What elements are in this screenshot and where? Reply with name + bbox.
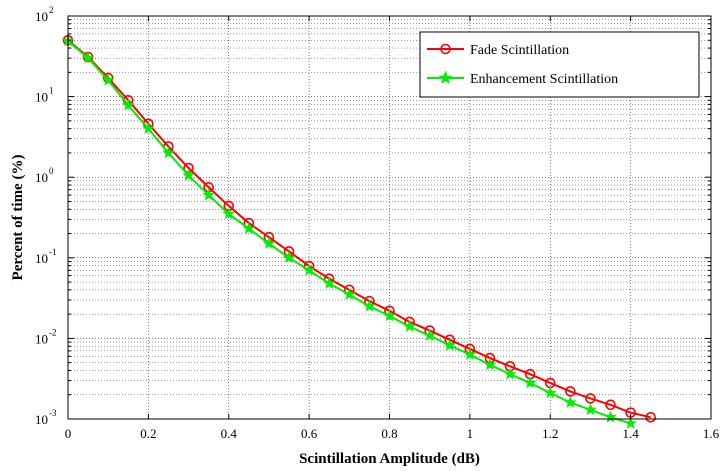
- y-tick-label: 10: [35, 331, 48, 346]
- data-point-enhancement: [423, 328, 437, 342]
- x-tick-label: 1.6: [703, 426, 720, 441]
- x-tick-label: 0.6: [301, 426, 318, 441]
- data-point-enhancement: [162, 146, 175, 159]
- y-tick-label: 10: [35, 9, 48, 24]
- y-tick-label-exponent: 2: [49, 5, 54, 15]
- y-tick-label: 10: [35, 412, 48, 427]
- y-tick-label-exponent: 1: [49, 86, 54, 96]
- legend-marker-fade: [440, 43, 451, 55]
- x-tick-label: 0.2: [140, 426, 156, 441]
- legend-marker-enhancement: [438, 70, 453, 85]
- data-point-fade: [585, 393, 596, 404]
- data-point-enhancement: [463, 347, 477, 361]
- legend-label-fade: Fade Scintillation: [470, 43, 569, 58]
- y-tick-label: 10: [35, 251, 48, 266]
- legend-label-enhancement: Enhancement Scintillation: [470, 72, 618, 87]
- data-point-enhancement: [543, 386, 557, 399]
- x-tick-label: 0: [65, 426, 72, 441]
- data-point-enhancement: [302, 263, 316, 276]
- x-axis-title: Scintillation Amplitude (dB): [299, 451, 480, 467]
- data-point-enhancement: [342, 287, 356, 300]
- data-point-enhancement: [81, 51, 95, 64]
- data-point-enhancement: [503, 367, 517, 380]
- y-tick-label: 10: [35, 90, 48, 105]
- x-tick-label: 1.4: [623, 426, 640, 441]
- x-tick-label: 1.2: [542, 426, 558, 441]
- y-tick-label-exponent: -1: [49, 247, 57, 257]
- series-layer: [61, 34, 657, 429]
- x-tick-label: 1: [467, 426, 474, 441]
- legend-box: [419, 31, 700, 98]
- data-point-fade: [605, 399, 616, 411]
- data-point-enhancement: [604, 410, 617, 423]
- data-point-enhancement: [523, 376, 537, 389]
- data-point-enhancement: [242, 221, 256, 235]
- data-point-fade: [645, 411, 657, 423]
- data-point-enhancement: [182, 168, 195, 181]
- data-point-enhancement: [222, 207, 236, 220]
- y-axis-title: Percent of time (%): [10, 155, 26, 281]
- data-point-enhancement: [121, 98, 135, 111]
- data-point-enhancement: [322, 276, 336, 289]
- legend: Fade Scintillation Enhancement Scintilla…: [419, 31, 700, 98]
- data-point-enhancement: [202, 188, 216, 201]
- x-tick-label: 0.8: [381, 426, 397, 441]
- data-point-enhancement: [282, 251, 296, 264]
- data-point-enhancement: [363, 299, 376, 312]
- data-point-enhancement: [383, 309, 396, 322]
- data-point-enhancement: [483, 358, 497, 371]
- y-tick-label-exponent: -2: [49, 327, 57, 337]
- y-tick-label-exponent: -3: [49, 408, 57, 418]
- data-point-enhancement: [141, 121, 155, 135]
- data-point-enhancement: [101, 73, 115, 86]
- data-point-enhancement: [584, 403, 597, 416]
- data-point-enhancement: [262, 236, 276, 250]
- data-point-enhancement: [624, 416, 638, 429]
- y-tick-label: 10: [35, 170, 48, 185]
- x-tick-label: 0.4: [221, 426, 238, 441]
- data-point-enhancement: [563, 395, 577, 408]
- data-point-enhancement: [443, 338, 457, 351]
- series-line-1: [67, 40, 631, 425]
- y-tick-label-exponent: 0: [49, 166, 54, 176]
- data-point-enhancement: [403, 319, 416, 333]
